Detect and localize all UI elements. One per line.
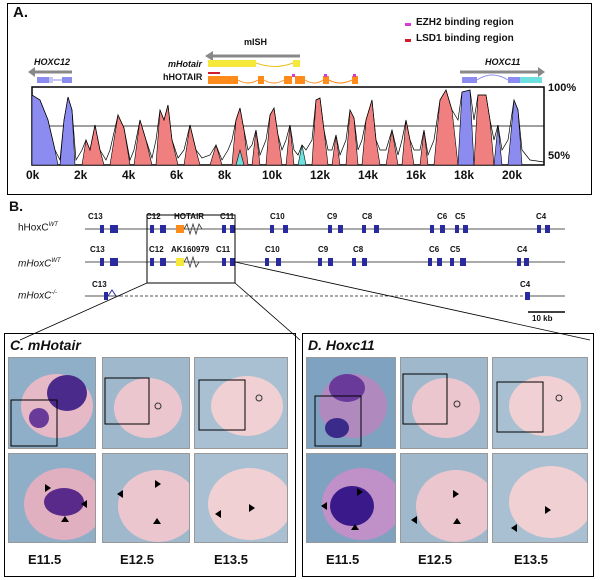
gene-label-m-c4: C4	[517, 245, 528, 254]
gene-label-h-c13: C13	[88, 212, 103, 221]
embryo-zoom-c-e11-5	[8, 453, 96, 543]
stage-label-d-e12-5: E12.5	[418, 552, 452, 567]
embryo-zoom-c-e12-5	[102, 453, 190, 543]
embryo-photo-d-e13-5	[492, 357, 588, 449]
x-tick-14k: 14k	[358, 168, 379, 182]
hoxc12-label: HOXC12	[34, 57, 71, 67]
gene-label-m-c12: C12	[149, 245, 164, 254]
panel-a-label: A.	[13, 4, 28, 21]
mhotair-track	[208, 60, 300, 67]
embryo-photo-c-e11-5	[8, 357, 96, 449]
x-tick-2k: 2k	[74, 168, 88, 182]
row-label-mhoxc-ko: mHoxC-/-	[18, 290, 58, 302]
x-tick-8k: 8k	[218, 168, 232, 182]
x-tick-0k: 0k	[26, 168, 40, 182]
conservation-trace	[31, 89, 545, 163]
gene-label-h-c6: C6	[437, 212, 448, 221]
embryo-zoom-c-e13-5	[194, 453, 288, 543]
ezh2-legend-swatch	[405, 23, 411, 26]
panel-c	[4, 333, 296, 577]
embryo-photo-d-e11-5	[306, 357, 396, 449]
gene-label-h-c5: C5	[455, 212, 466, 221]
conservation-peaks	[31, 89, 523, 166]
gene-label-h-c4: C4	[536, 212, 547, 221]
pct-top-label: 100%	[548, 82, 577, 94]
hoxc11-track	[460, 67, 545, 83]
x-tick-6k: 6k	[170, 168, 184, 182]
x-tick-12k: 12k	[310, 168, 331, 182]
x-tick-16k: 16k	[406, 168, 427, 182]
gene-label-ko-c4: C4	[520, 280, 531, 289]
gene-label-m-c13: C13	[90, 245, 105, 254]
stage-label-d-e13-5: E13.5	[514, 552, 548, 567]
gene-label-m-c10: C10	[265, 245, 280, 254]
conservation-plot	[28, 51, 545, 166]
gene-label-m-c5: C5	[450, 245, 461, 254]
x-tick-4k: 4k	[122, 168, 136, 182]
panel-c-label: C. mHotair	[10, 337, 81, 353]
panel-d	[302, 333, 594, 577]
x-tick-20k: 20k	[502, 168, 523, 182]
mish-label: mISH	[244, 37, 268, 47]
scale-bar-label: 10 kb	[532, 314, 553, 323]
lsd1-legend-text: LSD1 binding region	[416, 33, 514, 44]
mhotair-label: mHotair	[168, 59, 203, 69]
embryo-zoom-d-e12-5	[400, 453, 488, 543]
gene-label-m-c6: C6	[429, 245, 440, 254]
gene-label-m-c8: C8	[353, 245, 364, 254]
hhotair-track	[208, 72, 358, 84]
x-tick-18k: 18k	[454, 168, 475, 182]
hhotair-label: hHOTAIR	[163, 72, 203, 82]
embryo-photo-c-e12-5	[102, 357, 190, 449]
ezh2-legend-text: EZH2 binding region	[416, 17, 514, 28]
panel-a	[7, 3, 592, 195]
row-label-mhoxc-wt: mHoxCWT	[18, 258, 61, 270]
gene-label-m-ak160979: AK160979	[171, 245, 210, 254]
embryo-photo-d-e12-5	[400, 357, 488, 449]
stage-label-c-e13-5: E13.5	[214, 552, 248, 567]
stage-label-c-e11-5: E11.5	[28, 552, 62, 567]
gene-label-h-c12: C12	[146, 212, 161, 221]
row-label-hhoxc-wt: hHoxCWT	[18, 222, 58, 234]
hoxc11-label: HOXC11	[485, 57, 521, 67]
hoxc12-track	[28, 67, 72, 83]
gene-label-m-c11: C11	[216, 245, 231, 254]
gene-label-h-c11: C11	[220, 212, 235, 221]
stage-label-d-e11-5: E11.5	[326, 552, 360, 567]
gene-label-h-c10: C10	[270, 212, 285, 221]
panel-b-label: B.	[9, 198, 23, 214]
gene-label-m-c9: C9	[318, 245, 329, 254]
embryo-photo-c-e13-5	[194, 357, 288, 449]
mish-track	[205, 51, 300, 61]
embryo-zoom-d-e13-5	[492, 453, 588, 543]
pct-bottom-label: 50%	[548, 150, 571, 162]
gene-label-h-c9: C9	[327, 212, 338, 221]
x-tick-10k: 10k	[262, 168, 283, 182]
panel-d-label: D. Hoxc11	[308, 337, 375, 353]
embryo-zoom-d-e11-5	[306, 453, 396, 543]
lsd1-legend-swatch	[405, 39, 411, 42]
gene-label-ko-c13: C13	[92, 280, 107, 289]
gene-label-h-hotair: HOTAIR	[174, 212, 205, 221]
gene-label-h-c8: C8	[362, 212, 373, 221]
stage-label-c-e12-5: E12.5	[120, 552, 154, 567]
